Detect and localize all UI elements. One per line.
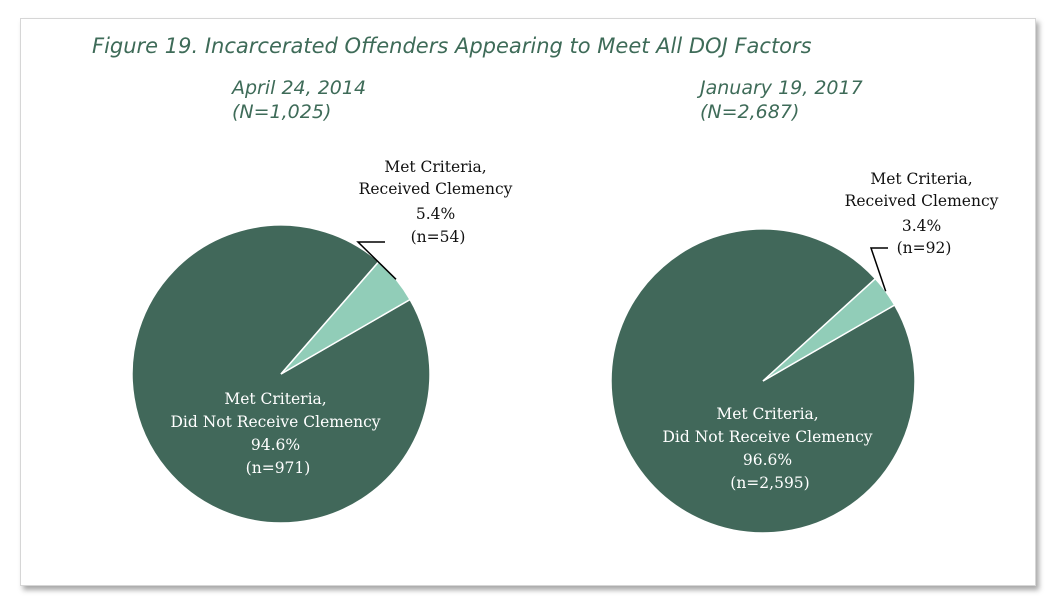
chart2-heading: January 19, 2017 (N=2,687) <box>700 76 863 124</box>
chart2-date: January 19, 2017 <box>700 77 863 99</box>
pie-chart-2014: Met Criteria, Received Clemency 5.4% (n=… <box>131 158 518 524</box>
chart2-total-n: (N=2,687) <box>700 101 800 123</box>
leader-line <box>869 247 888 292</box>
label-received-clemency: Met Criteria, Received Clemency 3.4% (n=… <box>845 170 1004 257</box>
chart1-heading: April 24, 2014 (N=1,025) <box>232 76 366 124</box>
figure-title: Figure 19. Incarcerated Offenders Appear… <box>92 34 812 58</box>
chart1-total-n: (N=1,025) <box>232 101 332 123</box>
label-received-clemency: Met Criteria, Received Clemency 5.4% (n=… <box>359 158 518 246</box>
chart1-date: April 24, 2014 <box>232 77 367 99</box>
label-did-not-receive-clemency: Met Criteria, Did Not Receive Clemency 9… <box>662 405 877 492</box>
label-did-not-receive-clemency: Met Criteria, Did Not Receive Clemency 9… <box>170 390 385 477</box>
slice-received-clemency <box>762 277 896 382</box>
leader-line <box>356 241 397 280</box>
pie-chart-2017: Met Criteria, Received Clemency 3.4% (n=… <box>610 170 1004 534</box>
